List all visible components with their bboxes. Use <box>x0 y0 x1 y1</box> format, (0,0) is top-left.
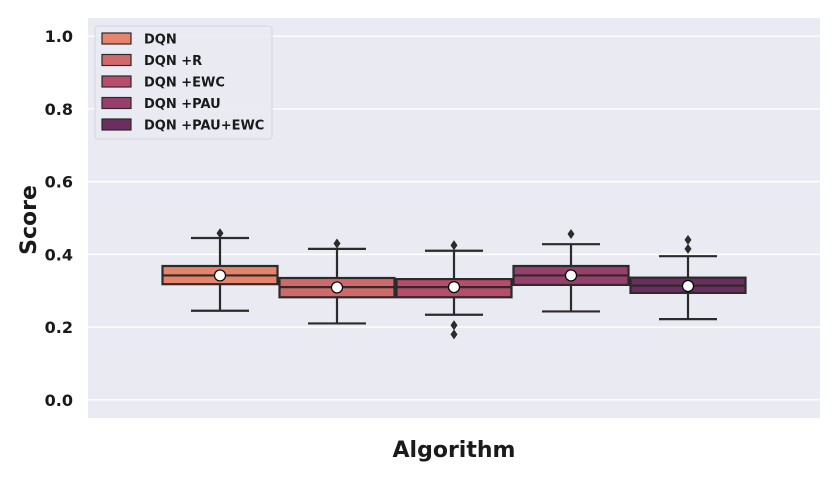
outlier-point <box>684 234 692 245</box>
legend-label: DQN <box>144 33 177 48</box>
y-tick-label: 0.2 <box>45 318 73 337</box>
boxes <box>161 228 747 340</box>
legend-swatch <box>101 96 132 110</box>
y-axis-label: Score <box>17 185 42 255</box>
x-axis-label: Algorithm <box>393 438 516 463</box>
y-tick-labels: 0.0 0.2 0.4 0.6 0.8 1.0 <box>45 27 73 410</box>
y-tick-label: 0.8 <box>45 100 73 119</box>
y-tick-label: 1.0 <box>45 27 73 46</box>
legend-label: DQN +PAU+EWC <box>144 119 264 134</box>
outlier-point <box>684 243 692 254</box>
outlier-point <box>450 240 458 251</box>
outlier-point <box>567 229 575 239</box>
outlier-point <box>216 228 224 239</box>
legend-label: DQN +R <box>144 54 202 69</box>
y-tick-label: 0.6 <box>45 173 73 192</box>
mean-marker <box>330 281 344 294</box>
mean-marker <box>213 269 227 282</box>
legend-label: DQN +EWC <box>144 76 225 91</box>
y-tick-label: 0.4 <box>45 245 73 264</box>
legend-swatch <box>101 75 132 88</box>
mean-marker <box>564 269 578 282</box>
legend: DQN DQN +R DQN +EWC DQN +PAU DQN +PAU+EWC <box>94 25 273 140</box>
outlier-point <box>333 238 341 249</box>
box-dqn-ewc <box>395 240 513 340</box>
box-dqn-pau <box>512 229 630 313</box>
legend-label: DQN +PAU <box>144 97 221 112</box>
y-tick-label: 0.0 <box>45 391 73 410</box>
mean-marker <box>447 280 461 294</box>
box-dqn-pau-ewc <box>629 234 747 321</box>
box-dqn-r <box>278 238 396 325</box>
legend-swatch <box>101 118 132 131</box>
mean-marker <box>681 279 695 293</box>
legend-swatch <box>101 53 132 67</box>
box-dqn <box>161 228 279 312</box>
outlier-point <box>450 320 458 331</box>
legend-frame <box>94 25 273 140</box>
legend-swatch <box>101 32 132 45</box>
outlier-point <box>450 329 458 340</box>
